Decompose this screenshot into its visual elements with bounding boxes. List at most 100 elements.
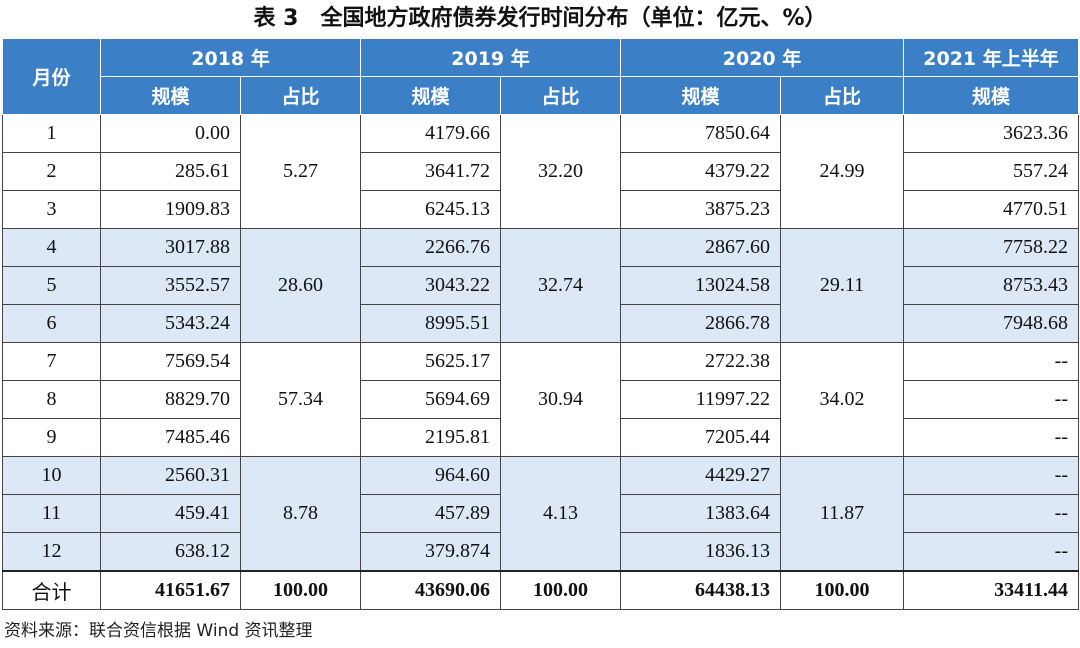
scale-cell: 7758.22 [903,228,1079,267]
scale-cell: 0.00 [100,114,241,153]
scale-cell: 5343.24 [100,304,241,343]
scale-cell: 457.89 [360,494,501,533]
scale-cell: 1836.13 [620,532,781,572]
total-cell: 100.00 [240,570,361,610]
month-cell: 2 [2,152,101,191]
table-row: 4 3017.88 28.60 2266.76 32.74 2867.60 29.11 775… [2,228,1079,343]
scale-cell: 13024.58 [620,266,781,305]
scale-cell: 285.61 [100,152,241,191]
scale-cell: -- [903,418,1079,457]
table-row: 7 7569.54 57.34 5625.17 30.94 2722.38 34.02 -- [2,342,1079,457]
table-header: 月份 2018 年 2019 年 2020 年 2021 年上半年 规模 占比 规模… [2,38,1079,115]
month-cell: 9 [2,418,101,457]
share-cell: 30.94 [500,342,621,457]
month-cell: 6 [2,304,101,343]
month-cell: 1 [2,114,101,153]
table-row: 8 8829.70 5694.69 11997.22 -- [2,380,1079,419]
scale-cell: 6245.13 [360,190,501,229]
scale-cell: 3623.36 [903,114,1079,153]
scale-cell: 1383.64 [620,494,781,533]
month-cell: 10 [2,456,101,495]
table-row: 12 638.12 379.874 1836.13 -- [2,532,1079,572]
scale-cell: 3641.72 [360,152,501,191]
table-row: 1 0.00 5.27 4179.66 32.20 7850.64 24.99 3623.36 [2,114,1079,229]
month-cell: 8 [2,380,101,419]
scale-cell: 5694.69 [360,380,501,419]
month-cell: 4 [2,228,101,267]
total-cell: 33411.44 [903,570,1079,610]
month-cell: 5 [2,266,101,305]
scale-cell: 964.60 [360,456,501,495]
table-row: 5 3552.57 3043.22 13024.58 8753.43 [2,266,1079,305]
scale-cell: 8753.43 [903,266,1079,305]
scale-cell: -- [903,494,1079,533]
scale-cell: 3043.22 [360,266,501,305]
month-cell: 11 [2,494,101,533]
share-cell: 57.34 [240,342,361,457]
header-cell: 2020 年 [620,38,904,77]
scale-cell: 7205.44 [620,418,781,457]
total-cell: 100.00 [500,570,621,610]
scale-cell: 3017.88 [100,228,241,267]
header-cell: 2019 年 [360,38,621,77]
share-cell: 4.13 [500,456,621,572]
table-row: 3 1909.83 6245.13 3875.23 4770.51 [2,190,1079,229]
scale-cell: 2867.60 [620,228,781,267]
share-cell: 5.27 [240,114,361,229]
data-table: 月份 2018 年 2019 年 2020 年 2021 年上半年 规模 占比 规模… [2,38,1079,610]
share-cell: 11.87 [780,456,904,572]
scale-cell: 459.41 [100,494,241,533]
total-cell: 合计 [2,570,101,610]
scale-cell: 8829.70 [100,380,241,419]
scale-cell: 1909.83 [100,190,241,229]
scale-cell: 638.12 [100,532,241,572]
scale-cell: -- [903,342,1079,381]
scale-cell: -- [903,380,1079,419]
header-cell: 占比 [500,76,621,115]
header-cell: 规模 [100,76,241,115]
table-row: 2 285.61 3641.72 4379.22 557.24 [2,152,1079,191]
total-cell: 41651.67 [100,570,241,610]
month-cell: 3 [2,190,101,229]
scale-cell: 7948.68 [903,304,1079,343]
scale-cell: 379.874 [360,532,501,572]
source-note: 资料来源：联合资信根据 Wind 资讯整理 [4,621,313,641]
scale-cell: 2560.31 [100,456,241,495]
share-cell: 34.02 [780,342,904,457]
table-title: 表 3 全国地方政府债券发行时间分布（单位：亿元、%） [253,6,827,31]
share-cell: 32.20 [500,114,621,229]
header-cell: 规模 [620,76,781,115]
total-row: 合计 41651.67 100.00 43690.06 100.00 64438.13 10… [2,570,1079,610]
month-cell: 7 [2,342,101,381]
scale-cell: 2195.81 [360,418,501,457]
table-row: 11 459.41 457.89 1383.64 -- [2,494,1079,533]
scale-cell: 5625.17 [360,342,501,381]
scale-cell: 4379.22 [620,152,781,191]
scale-cell: 557.24 [903,152,1079,191]
table-row: 6 5343.24 8995.51 2866.78 7948.68 [2,304,1079,343]
scale-cell: 2866.78 [620,304,781,343]
scale-cell: 7485.46 [100,418,241,457]
scale-cell: -- [903,456,1079,495]
share-cell: 8.78 [240,456,361,572]
scale-cell: 7569.54 [100,342,241,381]
header-cell: 月份 [2,38,101,115]
total-cell: 100.00 [780,570,904,610]
scale-cell: 3875.23 [620,190,781,229]
header-cell: 2021 年上半年 [903,38,1079,77]
scale-cell: -- [903,532,1079,572]
header-cell: 规模 [360,76,501,115]
share-cell: 24.99 [780,114,904,229]
month-cell: 12 [2,532,101,572]
header-cell: 2018 年 [100,38,361,77]
table-row: 9 7485.46 2195.81 7205.44 -- [2,418,1079,457]
scale-cell: 4770.51 [903,190,1079,229]
share-cell: 32.74 [500,228,621,343]
share-cell: 28.60 [240,228,361,343]
header-cell: 占比 [240,76,361,115]
scale-cell: 11997.22 [620,380,781,419]
share-cell: 29.11 [780,228,904,343]
total-cell: 64438.13 [620,570,781,610]
scale-cell: 4179.66 [360,114,501,153]
